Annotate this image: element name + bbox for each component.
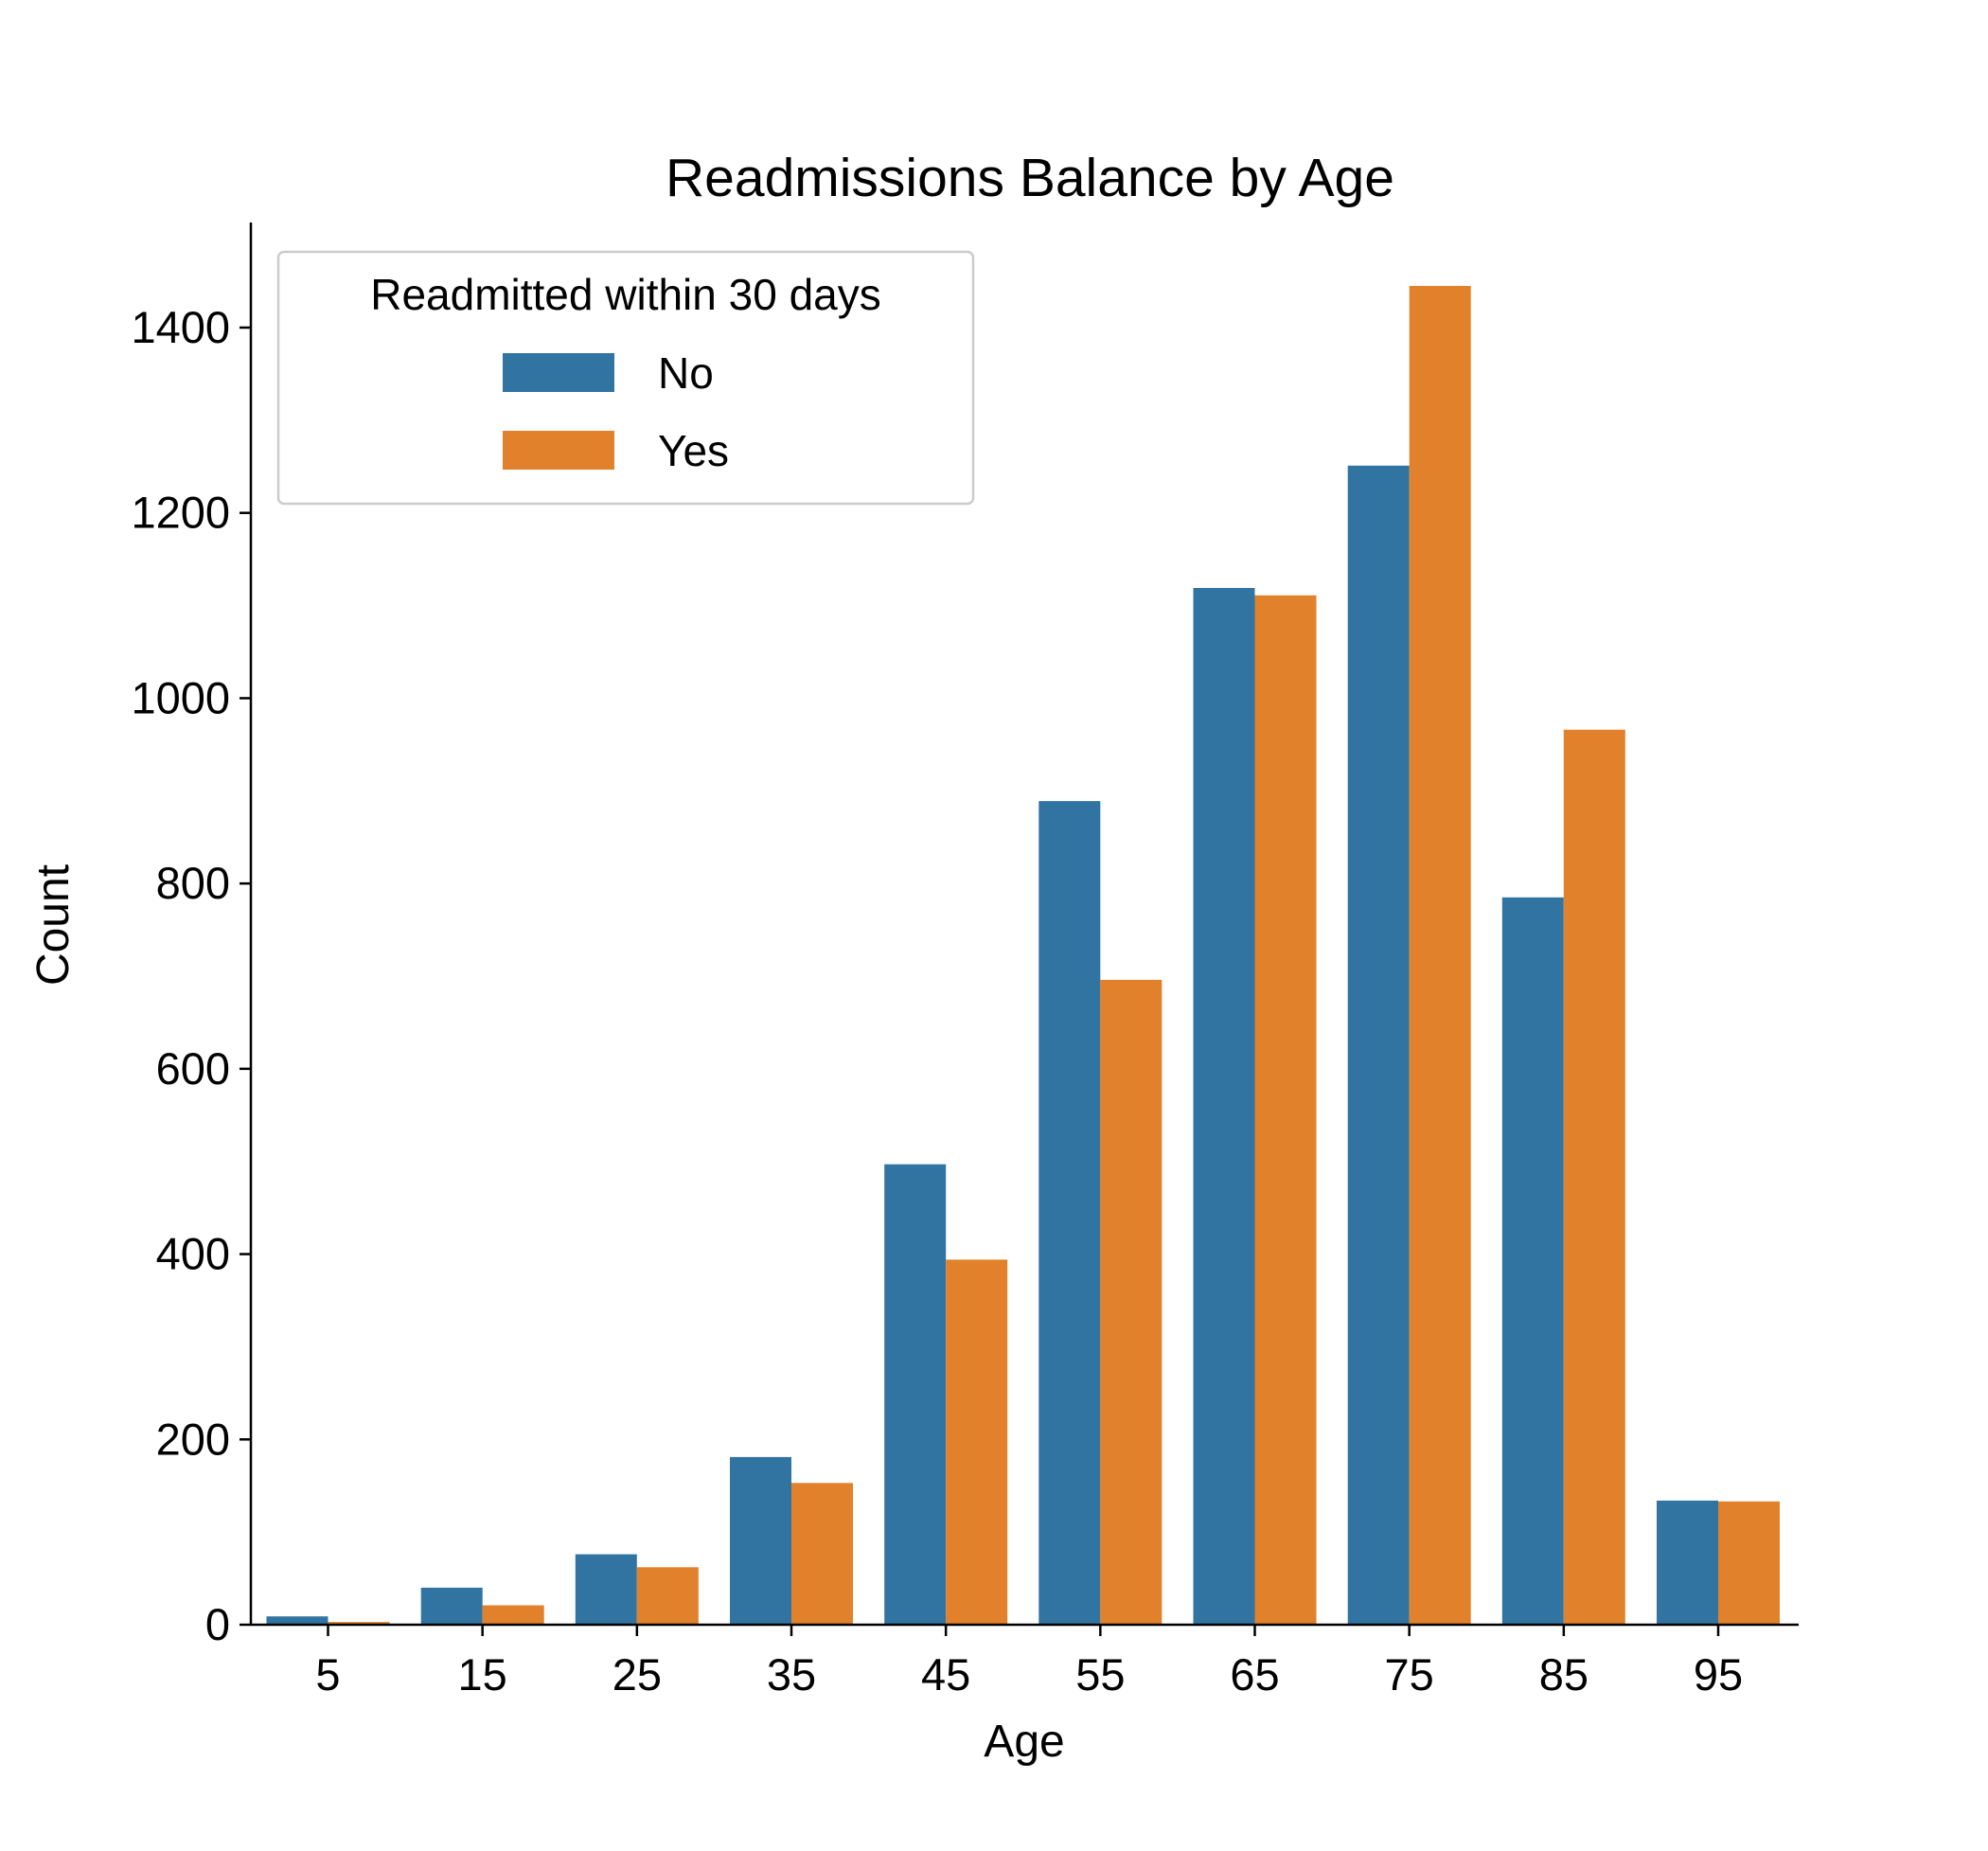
x-tick-label: 35 xyxy=(767,1649,816,1700)
legend-entries: No Yes xyxy=(503,348,729,475)
bar-yes-45 xyxy=(946,1259,1008,1625)
x-tick-label: 85 xyxy=(1539,1649,1589,1700)
x-tick-label: 5 xyxy=(315,1649,340,1700)
bar-no-75 xyxy=(1347,465,1410,1625)
legend: Readmitted within 30 days No Yes xyxy=(276,250,975,506)
x-tick-label: 95 xyxy=(1694,1649,1743,1700)
y-axis-label: Count xyxy=(28,864,79,986)
bar-yes-5 xyxy=(328,1622,390,1625)
legend-swatch-yes xyxy=(503,431,614,470)
y-ticks-layer: 0 200 400 600 800 1000 1200 1400 xyxy=(131,302,251,1649)
legend-title: Readmitted within 30 days xyxy=(370,270,881,319)
bar-yes-25 xyxy=(636,1567,699,1625)
x-ticks-layer: 5 15 25 35 45 55 65 75 85 95 xyxy=(315,1625,1743,1700)
bar-no-5 xyxy=(266,1616,328,1625)
bar-no-25 xyxy=(575,1554,637,1625)
y-tick-label: 0 xyxy=(205,1599,230,1649)
x-tick-label: 25 xyxy=(612,1649,662,1700)
bar-no-65 xyxy=(1193,588,1255,1625)
bars-layer xyxy=(266,286,1780,1625)
y-tick-label: 1400 xyxy=(131,302,230,352)
y-tick-label: 400 xyxy=(156,1229,230,1279)
y-tick-label: 800 xyxy=(156,858,230,908)
x-tick-label: 65 xyxy=(1230,1649,1279,1700)
bar-no-15 xyxy=(420,1587,483,1625)
bar-yes-75 xyxy=(1409,286,1471,1625)
x-tick-label: 75 xyxy=(1385,1649,1434,1700)
legend-swatch-no xyxy=(503,353,614,392)
y-tick-label: 200 xyxy=(156,1414,230,1464)
legend-label-yes: Yes xyxy=(658,426,729,475)
bar-yes-95 xyxy=(1718,1501,1780,1625)
y-tick-label: 1200 xyxy=(131,488,230,538)
bar-yes-85 xyxy=(1563,729,1625,1625)
legend-frame xyxy=(276,250,975,506)
x-axis-label: Age xyxy=(984,1717,1064,1767)
bar-yes-15 xyxy=(482,1605,544,1625)
y-tick-label: 600 xyxy=(156,1043,230,1094)
bar-no-55 xyxy=(1038,801,1101,1625)
chart-title: Readmissions Balance by Age xyxy=(666,148,1394,208)
bar-yes-55 xyxy=(1100,979,1163,1625)
bar-no-85 xyxy=(1501,897,1564,1625)
x-tick-label: 55 xyxy=(1075,1649,1125,1700)
bar-no-95 xyxy=(1657,1500,1718,1625)
bar-no-35 xyxy=(730,1456,791,1625)
x-tick-label: 15 xyxy=(458,1649,507,1700)
bar-no-45 xyxy=(884,1164,947,1625)
x-tick-label: 45 xyxy=(921,1649,970,1700)
y-tick-label: 1000 xyxy=(131,672,230,722)
legend-label-no: No xyxy=(658,348,714,398)
bar-yes-35 xyxy=(791,1483,853,1625)
bar-yes-65 xyxy=(1254,595,1317,1625)
